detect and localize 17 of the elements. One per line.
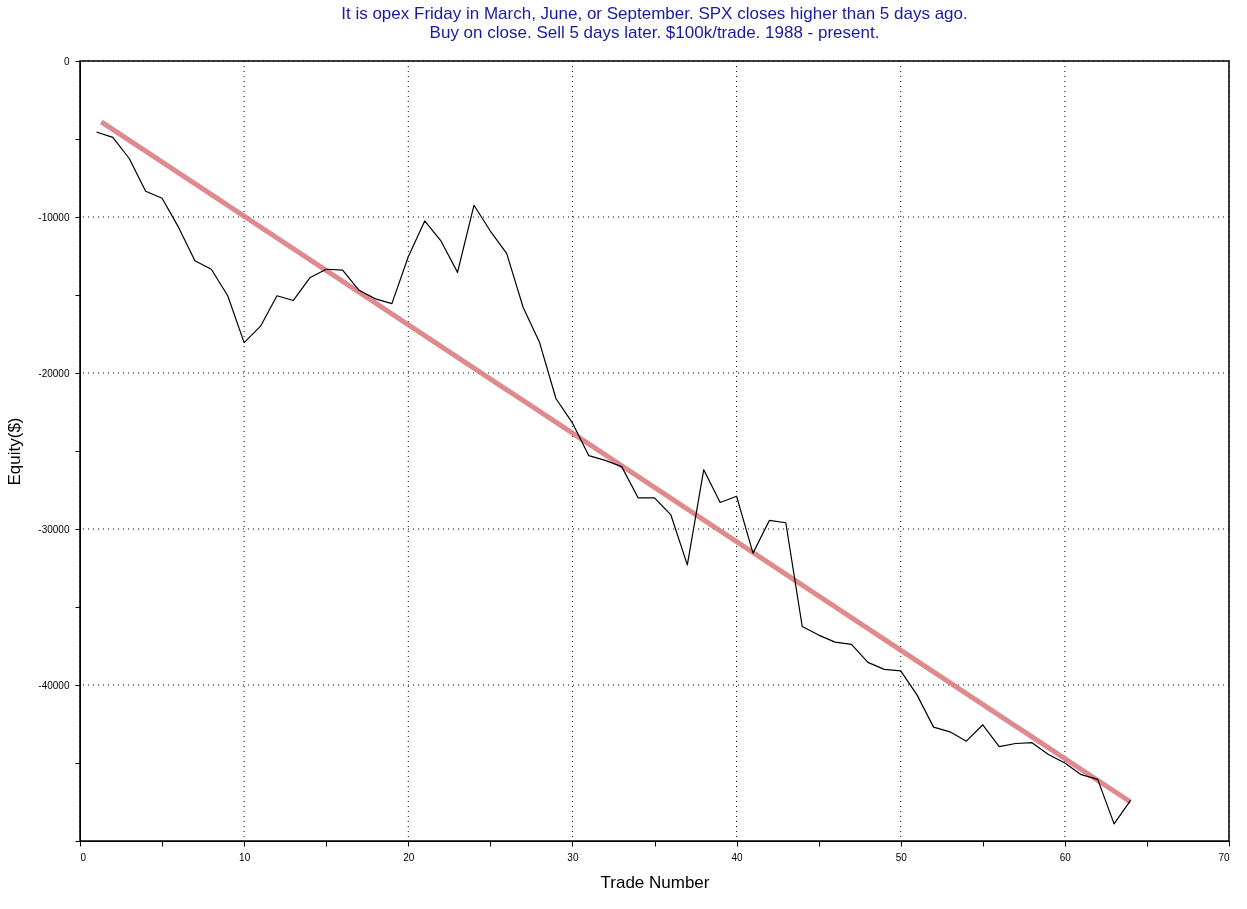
x-tick-label: 30 — [567, 851, 579, 863]
x-axis-title: Trade Number — [600, 872, 710, 892]
y-tick-label: 0 — [63, 55, 70, 67]
x-tick-label: 20 — [403, 851, 415, 863]
text: It is opex Friday in March, June, or September. SPX closes higher than 5 days ago. — [341, 4, 968, 23]
y-tick-label: -40000 — [38, 679, 70, 691]
x-tick-label: 10 — [239, 851, 251, 863]
x-tick-label: 70 — [1218, 851, 1230, 863]
y-tick-label: -20000 — [38, 367, 70, 379]
y-axis-title: Equity($) — [5, 417, 25, 486]
x-tick-label: 0 — [80, 851, 87, 863]
y-tick-label: -10000 — [38, 211, 70, 223]
x-tick-label: 60 — [1059, 851, 1072, 863]
text: Buy on close. Sell 5 days later. $100k/trade. 1988 - present. — [429, 23, 880, 42]
x-tick-label: 50 — [895, 851, 908, 863]
x-tick-label: 40 — [731, 851, 744, 863]
y-tick-label: -30000 — [38, 523, 70, 535]
